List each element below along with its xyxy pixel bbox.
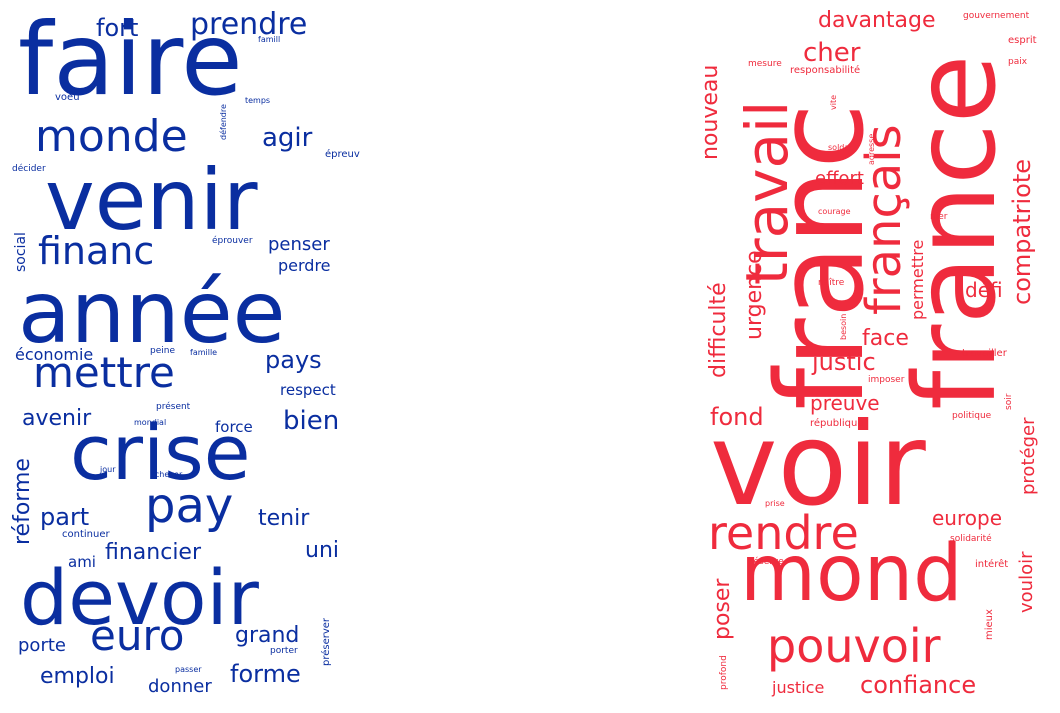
cloud-word-right-12: urgence — [742, 250, 767, 340]
cloud-word-left-19: uni — [305, 538, 339, 563]
cloud-word-right-6: rendre — [708, 506, 859, 560]
cloud-word-right-25: confiance — [860, 671, 977, 699]
cloud-word-right-44: prise — [765, 499, 785, 508]
cloud-word-right-0: voir — [710, 398, 926, 531]
cloud-word-left-3: crise — [70, 408, 251, 497]
cloud-word-left-24: porte — [18, 635, 66, 656]
word-cloud-right: voir franc france mond travail français rendre… — [700, 0, 1060, 713]
cloud-word-left-42: famille — [190, 348, 218, 357]
cloud-word-right-41: soir — [1004, 393, 1014, 410]
cloud-word-left-28: respect — [280, 381, 336, 399]
cloud-word-right-10: nouveau — [700, 64, 723, 160]
cloud-word-right-32: vite — [829, 94, 838, 110]
cloud-word-left-14: avenir — [22, 406, 92, 431]
cloud-word-left-21: grand — [235, 623, 300, 648]
cloud-word-left-30: social — [13, 232, 29, 272]
cloud-word-left-41: peine — [150, 346, 175, 356]
cloud-word-right-26: justice — [772, 678, 825, 697]
cloud-word-right-11: difficulté — [706, 282, 731, 378]
cloud-word-left-31: force — [215, 418, 253, 436]
cloud-word-right-39: travailler — [962, 348, 1007, 359]
cloud-word-right-3: mond — [740, 529, 963, 619]
cloud-word-left-40: éprouver — [212, 236, 253, 246]
cloud-word-left-32: ami — [68, 553, 96, 571]
cloud-word-right-30: mesure — [748, 59, 782, 69]
cloud-word-right-24: vouloir — [1016, 551, 1037, 614]
cloud-word-right-9: cher — [803, 38, 861, 68]
cloud-word-right-28: esprit — [1008, 35, 1037, 46]
cloud-word-right-43: politique — [952, 411, 992, 421]
cloud-word-left-34: famill — [258, 35, 281, 44]
cloud-word-right-27: gouvernement — [963, 11, 1030, 21]
cloud-word-left-39: décider — [12, 164, 46, 174]
cloud-word-right-20: fond — [710, 403, 764, 431]
cloud-word-right-17: face — [862, 326, 909, 351]
cloud-word-right-13: compatriote — [1008, 158, 1036, 305]
cloud-word-left-45: jour — [100, 465, 116, 474]
cloud-word-right-33: adresse — [867, 133, 876, 165]
cloud-word-right-34: soldat — [828, 143, 853, 152]
cloud-word-right-15: permettre — [908, 239, 927, 320]
cloud-word-left-47: passer — [175, 665, 202, 674]
cloud-word-left-37: temps — [245, 96, 271, 105]
cloud-word-left-27: économie — [15, 345, 94, 364]
cloud-word-right-45: solidarité — [950, 534, 992, 544]
cloud-word-right-22: europe — [932, 506, 1002, 530]
cloud-word-right-21: protéger — [1018, 417, 1039, 495]
cloud-word-left-2: année — [18, 263, 286, 363]
cloud-word-left-5: mettre — [33, 348, 175, 397]
cloud-word-right-7: pouvoir — [767, 619, 941, 673]
cloud-word-left-20: forme — [230, 660, 301, 688]
cloud-word-right-35: courage — [818, 207, 851, 216]
cloud-word-right-46: réserve — [750, 557, 784, 567]
cloud-word-left-35: voeu — [55, 92, 80, 103]
cloud-word-left-15: bien — [283, 406, 340, 436]
cloud-word-right-8: davantage — [818, 8, 936, 33]
word-cloud-left: faire venir année crise devoir mettre monde pay… — [0, 0, 360, 713]
cloud-word-right-23: poser — [710, 578, 735, 640]
cloud-word-right-18: justic — [812, 348, 876, 376]
cloud-word-left-4: devoir — [20, 553, 259, 642]
cloud-word-right-49: profond — [719, 655, 729, 690]
cloud-word-left-29: réforme — [10, 458, 35, 545]
cloud-word-right-48: mieux — [984, 609, 995, 640]
cloud-word-left-18: financier — [105, 540, 202, 565]
cloud-word-left-49: préserver — [321, 617, 332, 666]
cloud-word-left-48: porter — [270, 646, 298, 656]
cloud-word-left-8: euro — [90, 611, 185, 660]
cloud-word-right-16: défi — [965, 278, 1003, 302]
cloud-word-right-31: responsabilité — [790, 65, 861, 76]
cloud-word-left-23: donner — [148, 676, 212, 697]
cloud-word-left-0: faire — [18, 1, 243, 118]
cloud-word-left-7: pay — [145, 478, 234, 534]
cloud-word-left-13: pays — [265, 346, 322, 374]
cloud-word-left-12: agir — [262, 123, 313, 153]
cloud-word-right-37: naître — [818, 278, 845, 288]
cloud-word-left-36: défendre — [219, 104, 228, 140]
cloud-word-left-16: tenir — [258, 506, 310, 531]
cloud-word-right-40: imposer — [868, 375, 905, 385]
cloud-word-right-29: paix — [1008, 57, 1028, 67]
cloud-word-right-19: preuve — [810, 391, 880, 415]
cloud-word-left-25: penser — [268, 234, 330, 255]
cloud-word-left-43: présent — [156, 402, 191, 412]
cloud-word-left-11: fort — [96, 14, 139, 42]
cloud-word-left-38: épreuve — [325, 149, 360, 160]
cloud-word-left-22: emploi — [40, 664, 115, 689]
cloud-word-left-33: continuer — [62, 529, 110, 540]
cloud-word-right-36: nier — [930, 212, 948, 222]
cloud-word-left-46: achever — [150, 470, 183, 479]
cloud-word-left-44: mondial — [134, 418, 167, 427]
cloud-word-right-42: république — [810, 418, 864, 429]
cloud-word-left-6: monde — [35, 111, 188, 162]
cloud-word-left-1: venir — [45, 151, 258, 249]
cloud-word-left-17: part — [40, 503, 90, 531]
cloud-word-left-10: prendre — [190, 7, 308, 42]
cloud-word-right-38: besoin — [839, 313, 848, 340]
cloud-word-right-14: effort — [815, 168, 864, 189]
cloud-word-left-9: financ — [38, 229, 155, 273]
cloud-word-right-47: intérêt — [975, 559, 1009, 570]
cloud-word-left-26: perdre — [278, 256, 331, 275]
